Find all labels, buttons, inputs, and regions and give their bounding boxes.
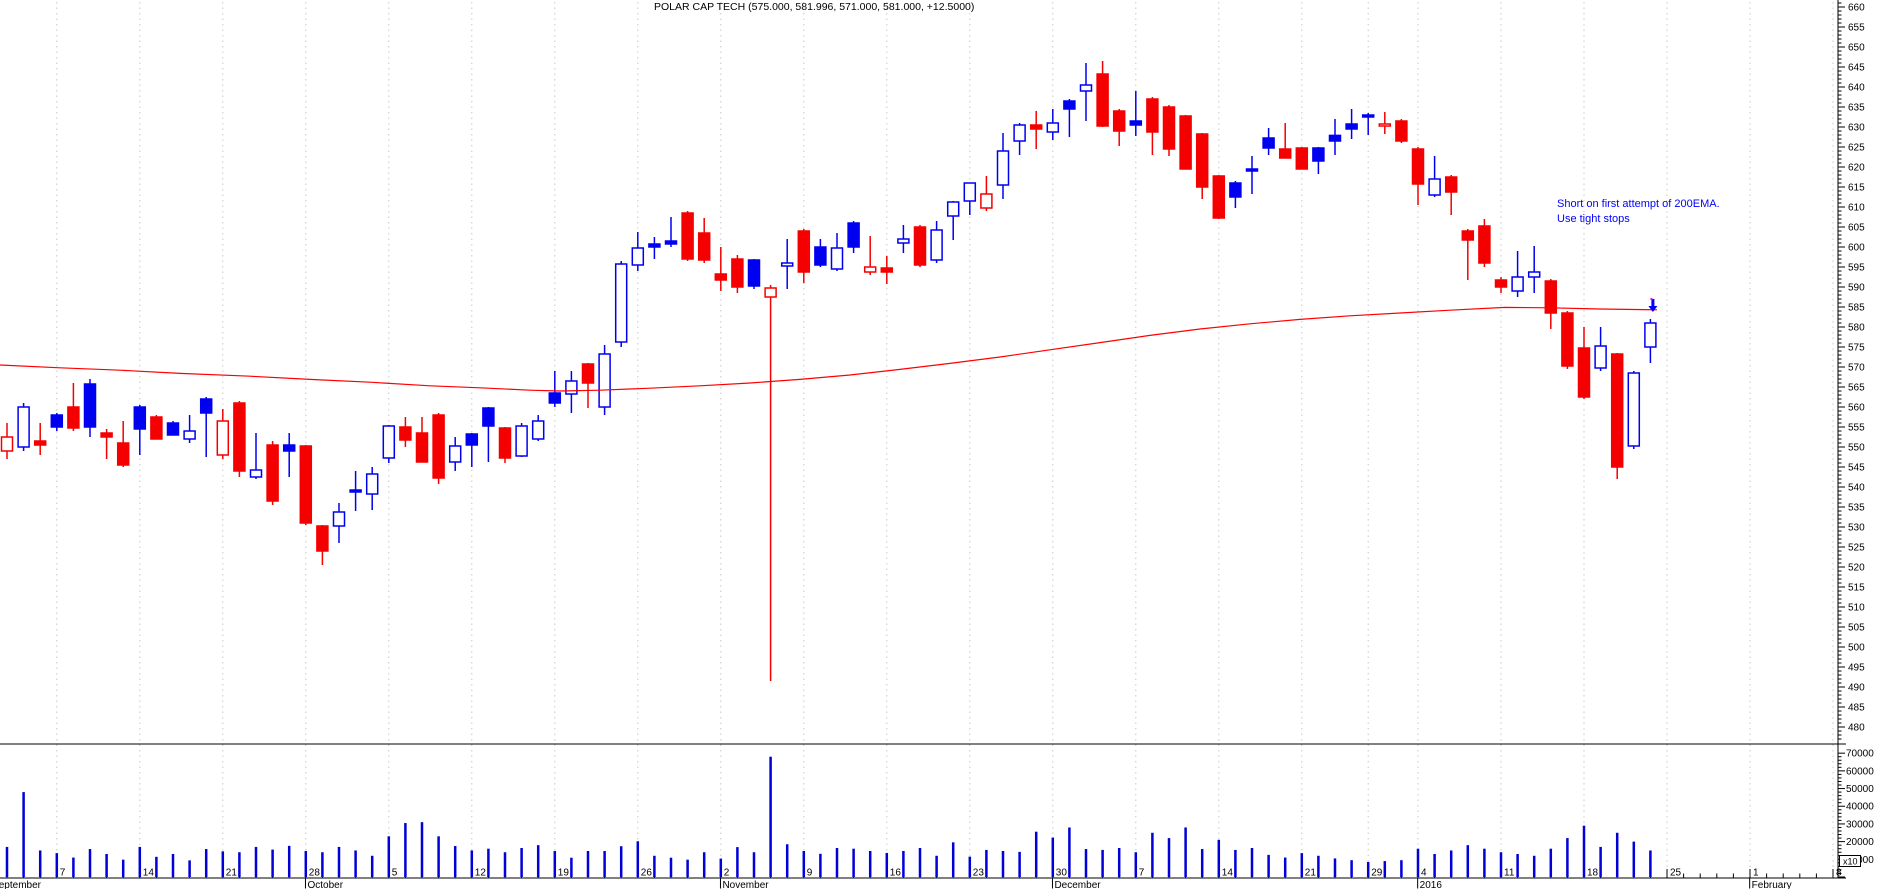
svg-text:510: 510 xyxy=(1848,603,1865,614)
svg-text:December: December xyxy=(1054,880,1101,889)
svg-text:8: 8 xyxy=(1836,868,1842,879)
svg-text:29: 29 xyxy=(1371,868,1383,879)
svg-text:555: 555 xyxy=(1848,423,1865,434)
svg-text:645: 645 xyxy=(1848,63,1865,74)
svg-text:625: 625 xyxy=(1848,143,1865,154)
volume-axis: 10000200003000040000500006000070000 xyxy=(1838,749,1874,878)
svg-text:525: 525 xyxy=(1848,543,1865,554)
svg-text:11: 11 xyxy=(1504,868,1515,879)
svg-text:600: 600 xyxy=(1848,243,1865,254)
svg-text:570: 570 xyxy=(1848,363,1865,374)
svg-text:580: 580 xyxy=(1848,323,1865,334)
svg-text:495: 495 xyxy=(1848,663,1865,674)
svg-text:November: November xyxy=(722,880,769,889)
svg-text:70000: 70000 xyxy=(1846,749,1874,760)
volume-bars-layer xyxy=(5,756,1652,877)
sell-signal-arrow xyxy=(1648,298,1658,312)
svg-text:28: 28 xyxy=(309,868,321,879)
candles-layer xyxy=(0,61,1657,681)
svg-text:545: 545 xyxy=(1848,463,1865,474)
svg-text:25: 25 xyxy=(1670,868,1682,879)
svg-text:550: 550 xyxy=(1848,443,1865,454)
svg-text:590: 590 xyxy=(1848,283,1865,294)
annotation-line-2: Use tight stops xyxy=(1557,213,1630,225)
svg-text:505: 505 xyxy=(1848,623,1865,634)
svg-text:21: 21 xyxy=(226,868,238,879)
svg-text:40000: 40000 xyxy=(1846,802,1874,813)
svg-text:1: 1 xyxy=(1753,868,1759,879)
svg-text:650: 650 xyxy=(1848,43,1865,54)
svg-text:9: 9 xyxy=(807,868,813,879)
price-axis: 480 485 490 495 500 505 510 515 520 525 530 535 540 5… xyxy=(1838,2,1865,740)
svg-text:2016: 2016 xyxy=(1420,880,1443,889)
svg-text:595: 595 xyxy=(1848,263,1865,274)
annotation-note: Short on first attempt of 200EMA. Use ti… xyxy=(1557,197,1720,227)
svg-text:7: 7 xyxy=(1139,868,1145,879)
svg-text:480: 480 xyxy=(1848,723,1865,734)
svg-text:2: 2 xyxy=(724,868,730,879)
svg-text:585: 585 xyxy=(1848,303,1865,314)
svg-text:14: 14 xyxy=(143,868,155,879)
svg-text:x10: x10 xyxy=(1843,857,1858,867)
annotation-line-1: Short on first attempt of 200EMA. xyxy=(1557,198,1720,210)
chart-title: POLAR CAP TECH (575.000, 581.996, 571.00… xyxy=(654,1,975,13)
svg-text:18: 18 xyxy=(1587,868,1599,879)
svg-text:605: 605 xyxy=(1848,223,1865,234)
svg-text:630: 630 xyxy=(1848,123,1865,134)
svg-text:23: 23 xyxy=(973,868,985,879)
svg-text:60000: 60000 xyxy=(1846,766,1874,777)
svg-text:565: 565 xyxy=(1848,383,1865,394)
svg-text:30000: 30000 xyxy=(1846,819,1874,830)
svg-text:7: 7 xyxy=(60,868,66,879)
svg-text:14: 14 xyxy=(1222,868,1234,879)
svg-text:26: 26 xyxy=(641,868,653,879)
svg-text:September: September xyxy=(0,880,42,889)
svg-text:620: 620 xyxy=(1848,163,1865,174)
svg-text:16: 16 xyxy=(890,868,902,879)
svg-text:575: 575 xyxy=(1848,343,1865,354)
svg-text:640: 640 xyxy=(1848,83,1865,94)
svg-text:4: 4 xyxy=(1421,868,1427,879)
svg-text:February: February xyxy=(1752,880,1792,889)
svg-text:610: 610 xyxy=(1848,203,1865,214)
gridlines-layer xyxy=(56,2,1834,878)
svg-text:615: 615 xyxy=(1848,183,1865,194)
svg-text:515: 515 xyxy=(1848,583,1865,594)
svg-text:660: 660 xyxy=(1848,3,1865,14)
svg-text:30: 30 xyxy=(1056,868,1068,879)
svg-text:635: 635 xyxy=(1848,103,1865,114)
svg-text:50000: 50000 xyxy=(1846,784,1874,795)
svg-text:540: 540 xyxy=(1848,483,1865,494)
svg-text:20000: 20000 xyxy=(1846,837,1874,848)
svg-text:October: October xyxy=(307,880,343,889)
svg-text:12: 12 xyxy=(475,868,487,879)
svg-text:520: 520 xyxy=(1848,563,1865,574)
svg-text:500: 500 xyxy=(1848,643,1865,654)
svg-text:530: 530 xyxy=(1848,523,1865,534)
svg-text:485: 485 xyxy=(1848,703,1865,714)
svg-text:19: 19 xyxy=(558,868,570,879)
svg-text:21: 21 xyxy=(1305,868,1317,879)
volume-multiplier: x10 xyxy=(1839,855,1861,867)
svg-text:490: 490 xyxy=(1848,683,1865,694)
svg-text:5: 5 xyxy=(392,868,398,879)
svg-text:535: 535 xyxy=(1848,503,1865,514)
svg-text:655: 655 xyxy=(1848,23,1865,34)
ema-line xyxy=(0,306,1658,392)
chart-frame xyxy=(0,0,1846,879)
svg-text:560: 560 xyxy=(1848,403,1865,414)
